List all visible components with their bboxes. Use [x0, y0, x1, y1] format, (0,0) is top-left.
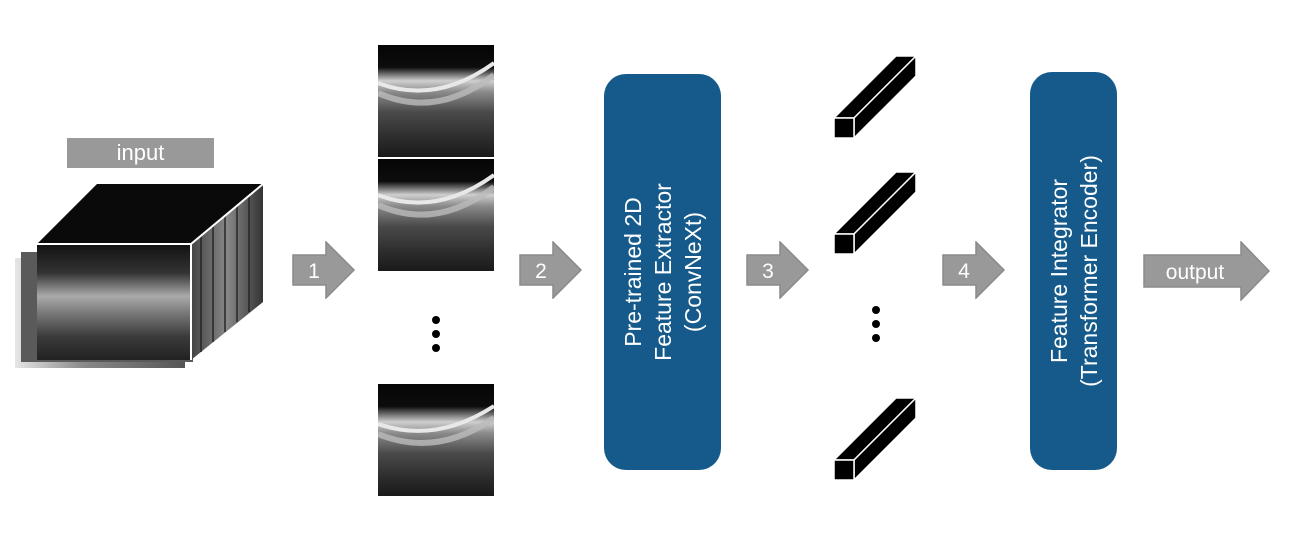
- feature-vector-1: [832, 54, 918, 140]
- output-arrow: output: [1143, 241, 1271, 301]
- feature-integrator-line2: (Transformer Encoder): [1075, 155, 1102, 387]
- step-3-arrow: 3: [746, 241, 810, 299]
- step-2-arrow: 2: [519, 241, 583, 299]
- ellipsis-dot: [432, 330, 440, 338]
- feature-extractor-line3: (ConvNeXt): [679, 211, 706, 333]
- feature-vector-last: [832, 396, 918, 482]
- step-1-label: 1: [308, 260, 320, 283]
- bscan-slice-stack: [378, 45, 494, 271]
- feature-extractor-line2: Feature Extractor: [649, 183, 676, 361]
- bscan-slice-last: [378, 384, 494, 496]
- step-4-arrow: 4: [942, 241, 1006, 299]
- ellipsis-dot: [872, 334, 880, 342]
- oct-volume-cube: [15, 183, 264, 368]
- step-4-label: 4: [958, 260, 970, 283]
- step-1-arrow: 1: [292, 241, 356, 299]
- feature-extractor-line1: Pre-trained 2D: [619, 197, 646, 347]
- input-label: input: [67, 138, 214, 168]
- step-2-label: 2: [535, 260, 547, 283]
- ellipsis-dot: [432, 316, 440, 324]
- feature-vector-2: [832, 170, 918, 256]
- feature-integrator-line1: Feature Integrator: [1045, 178, 1072, 364]
- feature-integrator-block: Feature Integrator (Transformer Encoder): [1030, 72, 1117, 470]
- ellipsis-dot: [872, 320, 880, 328]
- step-3-label: 3: [762, 260, 774, 283]
- ellipsis-dot: [432, 344, 440, 352]
- output-label: output: [1166, 261, 1225, 284]
- ellipsis-dot: [872, 306, 880, 314]
- feature-extractor-block: Pre-trained 2D Feature Extractor (ConvNe…: [604, 74, 721, 470]
